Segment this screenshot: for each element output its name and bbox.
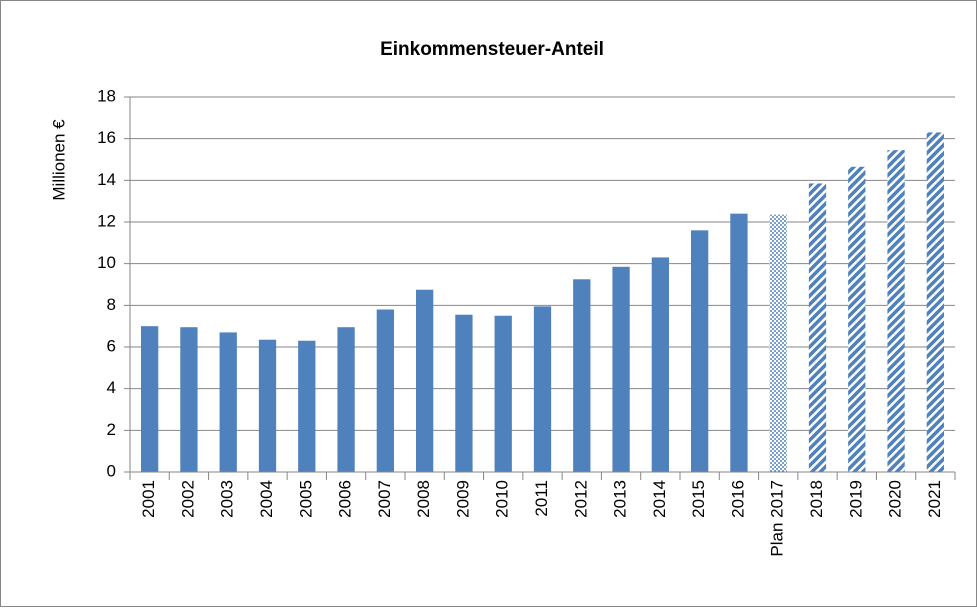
y-tick-label: 10 <box>97 253 116 272</box>
y-tick-label: 8 <box>107 295 116 314</box>
bar <box>455 314 473 472</box>
y-tick-label: 12 <box>97 211 116 230</box>
x-tick-label: 2005 <box>296 480 315 518</box>
x-tick-label: Plan 2017 <box>768 480 787 557</box>
y-tick-label: 6 <box>107 336 116 355</box>
bar <box>651 257 669 472</box>
x-tick-label: 2010 <box>493 480 512 518</box>
x-tick-label: 2006 <box>336 480 355 518</box>
bar <box>926 132 944 472</box>
bar <box>808 183 827 473</box>
bar <box>730 213 748 472</box>
bar <box>691 230 709 472</box>
chart-title: Einkommensteuer-Anteil <box>380 39 604 60</box>
x-tick-label: 2007 <box>375 480 394 518</box>
x-tick-label: 2004 <box>257 480 276 518</box>
x-tick-label: 2003 <box>218 480 237 518</box>
bar <box>769 214 787 473</box>
bar <box>494 315 512 472</box>
x-tick-label: 2016 <box>728 480 747 518</box>
x-tick-label: 2021 <box>925 480 944 518</box>
x-tick-label: 2020 <box>886 480 905 518</box>
bar <box>376 309 394 472</box>
x-tick-label: 2009 <box>453 480 472 518</box>
bar <box>180 327 198 472</box>
bar <box>141 326 159 472</box>
y-tick-label: 16 <box>97 128 116 147</box>
y-tick-label: 18 <box>97 86 116 105</box>
x-tick-label: 2015 <box>689 480 708 518</box>
x-tick-label: 2008 <box>414 480 433 518</box>
y-axis-label: Millionen € <box>49 119 68 201</box>
x-tick-label: 2014 <box>650 480 669 518</box>
bar <box>258 339 277 472</box>
bar <box>298 340 316 472</box>
x-tick-label: 2001 <box>139 480 158 518</box>
bar <box>219 332 237 472</box>
y-tick-label: 14 <box>97 170 116 189</box>
bar <box>887 150 905 472</box>
bar <box>416 289 434 472</box>
y-tick-label: 4 <box>107 378 116 397</box>
bar <box>848 166 866 472</box>
x-tick-label: 2019 <box>846 480 865 518</box>
x-tick-label: 2018 <box>807 480 826 518</box>
bar <box>533 306 552 472</box>
x-tick-label: 2002 <box>178 480 197 518</box>
bar <box>337 327 355 472</box>
x-tick-label: 2012 <box>571 480 590 518</box>
x-tick-label: 2011 <box>532 480 551 517</box>
bar <box>573 279 591 472</box>
x-tick-label: 2013 <box>611 480 630 518</box>
bar <box>612 266 630 472</box>
y-tick-label: 0 <box>107 461 116 480</box>
y-tick-label: 2 <box>107 420 116 439</box>
